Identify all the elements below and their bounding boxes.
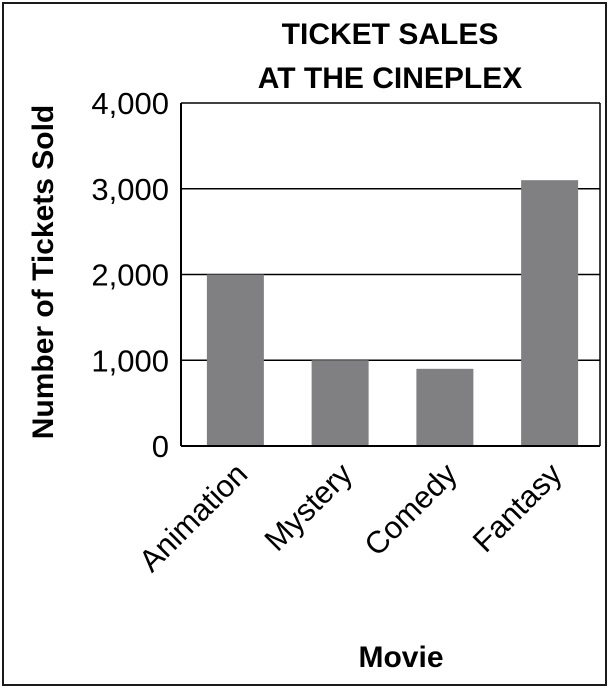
x-tick-label-animation: Animation bbox=[132, 456, 254, 578]
bar-animation bbox=[206, 274, 264, 446]
y-tick-label: 0 bbox=[152, 429, 169, 464]
x-tick-label-comedy: Comedy bbox=[357, 456, 464, 563]
y-tick-label: 2,000 bbox=[91, 258, 169, 293]
x-tick-label-mystery: Mystery bbox=[258, 456, 360, 558]
x-axis-label: Movie bbox=[358, 641, 443, 674]
y-tick-labels: 0 1,000 2,000 3,000 4,000 bbox=[91, 86, 169, 464]
bar-comedy bbox=[416, 368, 474, 446]
bars bbox=[206, 180, 579, 447]
chart-title-line-2: AT THE CINEPLEX bbox=[258, 62, 522, 95]
y-tick-label: 3,000 bbox=[91, 172, 169, 207]
chart-title-line-1: TICKET SALES bbox=[282, 18, 499, 51]
y-tick-label: 1,000 bbox=[91, 343, 169, 378]
x-tick-label-fantasy: Fantasy bbox=[466, 456, 569, 559]
y-axis-label: Number of Tickets Sold bbox=[27, 105, 60, 440]
bar-mystery bbox=[311, 360, 369, 446]
y-tick-label: 4,000 bbox=[91, 86, 169, 121]
bar-fantasy bbox=[521, 180, 579, 447]
